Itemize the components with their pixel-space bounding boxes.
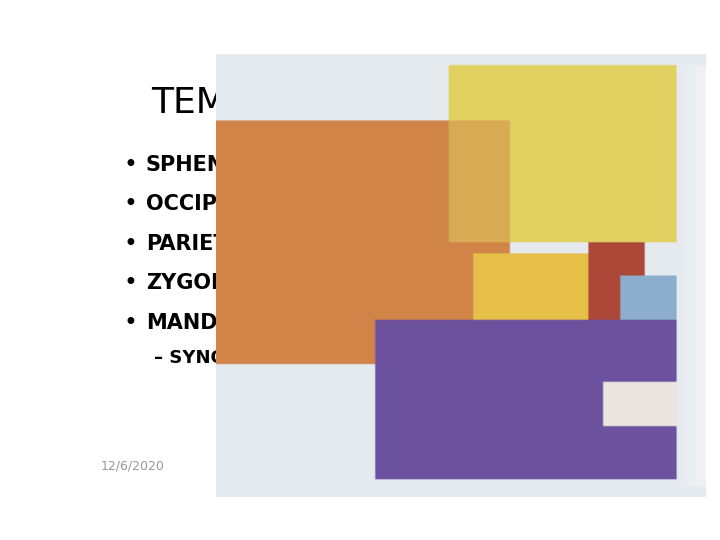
Text: – SYNOVIAL JOINT: – SYNOVIAL JOINT: [154, 349, 333, 367]
Text: 10: 10: [621, 460, 637, 472]
Text: •: •: [124, 153, 138, 177]
Text: SCNM, ANAT 604 , Skull: SCNM, ANAT 604 , Skull: [295, 460, 443, 472]
Text: 12/6/2020: 12/6/2020: [101, 460, 165, 472]
Text: OCCIPITAL: OCCIPITAL: [145, 194, 266, 214]
Text: •: •: [124, 232, 138, 255]
Text: SPHENOID: SPHENOID: [145, 154, 268, 174]
Text: MANDIBLE: MANDIBLE: [145, 313, 269, 333]
Text: ZYGOMA: ZYGOMA: [145, 273, 248, 293]
Text: TEMPORAL ARTICULATIONS: TEMPORAL ARTICULATIONS: [151, 85, 642, 119]
Text: PARIETAL: PARIETAL: [145, 234, 255, 254]
Text: •: •: [124, 310, 138, 335]
Text: •: •: [124, 192, 138, 216]
Text: •: •: [124, 271, 138, 295]
